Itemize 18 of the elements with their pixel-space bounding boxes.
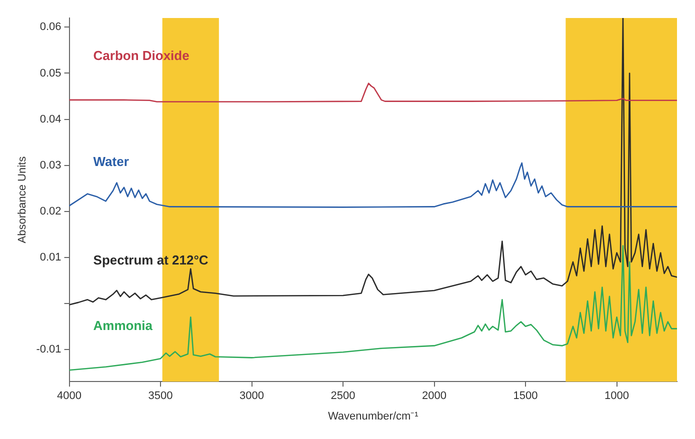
y-tick-label: 0.01 bbox=[40, 251, 62, 264]
y-axis-title: Absorbance Units bbox=[16, 156, 29, 244]
x-tick-label: 2500 bbox=[330, 390, 356, 402]
y-tick-label: 0.04 bbox=[40, 113, 62, 126]
y-tick-label: 0.05 bbox=[40, 67, 62, 80]
series-label: Water bbox=[93, 154, 129, 169]
x-tick-label: 1500 bbox=[513, 390, 538, 402]
x-tick-label: 3000 bbox=[240, 390, 264, 402]
x-tick-label: 1000 bbox=[604, 390, 630, 402]
y-tick-label: -0.01 bbox=[36, 343, 62, 356]
y-tick-label: 0.06 bbox=[40, 21, 62, 34]
x-tick-label: 2000 bbox=[422, 390, 447, 402]
x-axis-title: Wavenumber/cm⁻¹ bbox=[328, 410, 419, 422]
x-tick-label: 4000 bbox=[57, 390, 82, 402]
series-label: Ammonia bbox=[93, 318, 154, 334]
y-tick-label: 0.03 bbox=[40, 159, 62, 172]
x-tick-label: 3500 bbox=[148, 390, 173, 402]
y-tick-label: 0.02 bbox=[40, 205, 62, 218]
